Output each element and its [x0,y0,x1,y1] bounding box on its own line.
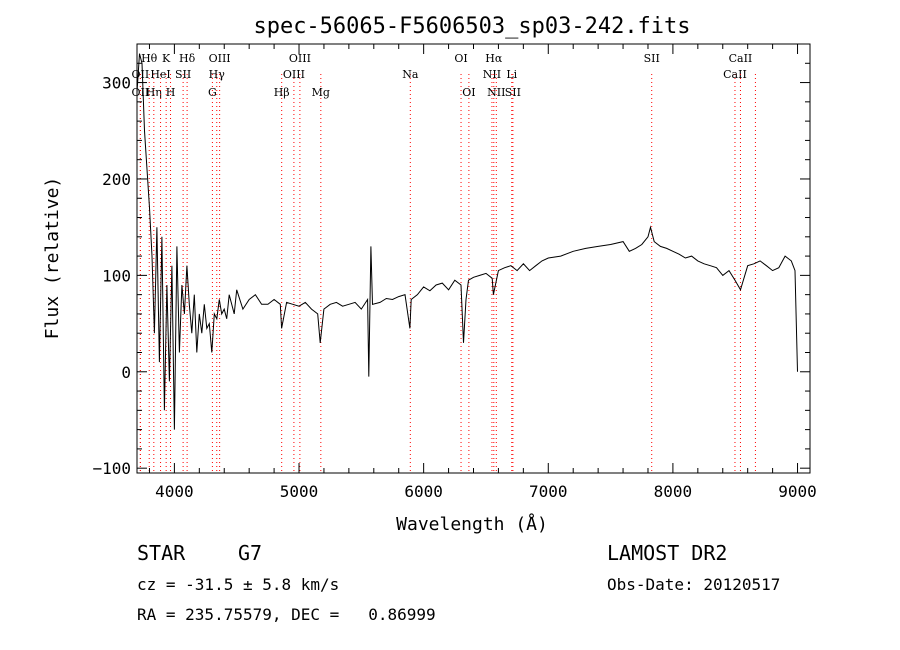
x-axis: 4000 5000 6000 7000 8000 9000 [148,44,817,501]
spectral-line-label: CaII [723,68,747,81]
spectral-line-label: Hδ [179,52,196,65]
spectral-line-label: Li [506,68,517,81]
spectral-line-label: OI [462,86,475,99]
x-tick-label: 6000 [404,482,443,501]
line-markers: OIIOIIHθHηHeIKHSIIHδHγGOIIIHβOIIIOIIIMgN… [132,52,756,473]
spectral-line-label: Hθ [141,52,158,65]
y-tick-label: 300 [102,74,131,93]
y-tick-label: 100 [102,266,131,285]
x-tick-label: 8000 [654,482,693,501]
spectral-line-label: Hβ [274,86,290,99]
spectral-line-label: NII [483,68,501,81]
y-axis: −100 0 100 200 300 [92,62,810,478]
spectral-line-label: Hγ [209,68,226,81]
x-tick-label: 9000 [778,482,817,501]
spectral-line-label: Hα [485,52,503,65]
spectral-line-label: SII [644,52,660,65]
spectral-line-label: Hη [146,86,162,99]
spectral-line-label: HeI [150,68,170,81]
coordinates-text: RA = 235.75579, DEC = 0.86999 [137,605,436,624]
spectral-line-label: NII [487,86,505,99]
spectral-line-label: G [208,86,217,99]
spectral-line-label: OI [454,52,467,65]
spectral-line-label: H [166,86,176,99]
spectral-line-label: OIII [289,52,311,65]
spectral-line-label: OIII [283,68,305,81]
spectral-line-label: K [162,52,171,65]
object-class: STAR [137,541,186,565]
object-subclass: G7 [238,541,262,565]
spectrum-series [136,53,798,430]
spectral-line-label: OIII [209,52,231,65]
obs-date: Obs-Date: 20120517 [607,575,780,594]
spectral-line-label: SII [505,86,521,99]
x-tick-label: 5000 [280,482,319,501]
spectral-line-label: OII [132,86,150,99]
spectral-line-label: Mg [312,86,330,99]
x-axis-label: Wavelength (Å) [396,513,548,535]
redshift-text: cz = -31.5 ± 5.8 km/s [137,575,339,594]
y-tick-label: 0 [121,363,131,382]
y-axis-label: Flux (relative) [42,177,63,340]
chart-title: spec-56065-F5606503_sp03-242.fits [253,14,690,39]
spectral-line-label: Na [402,68,419,81]
y-tick-label: −100 [92,459,131,478]
spectral-line-label: SII [175,68,191,81]
survey-name: LAMOST DR2 [607,541,727,565]
spectrum-line [136,53,798,430]
y-tick-label: 200 [102,170,131,189]
x-tick-label: 4000 [155,482,194,501]
x-tick-label: 7000 [529,482,568,501]
spectral-line-label: CaII [729,52,753,65]
plot-frame [136,43,811,474]
